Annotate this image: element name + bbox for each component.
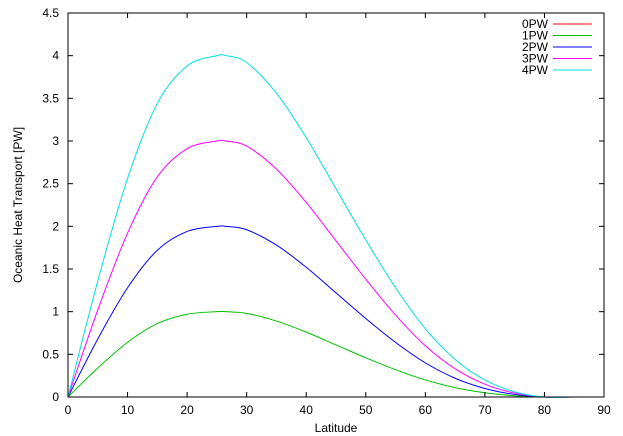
series-line-3pw: [67, 139, 604, 398]
legend-label-4pw: 4PW: [522, 63, 549, 77]
x-axis-label: Latitude: [315, 421, 358, 435]
y-tick-label: 1.5: [42, 262, 59, 276]
plot-frame: [67, 12, 605, 398]
legend-label-0pw: 0PW: [522, 17, 549, 31]
y-tick-label: 4: [52, 49, 59, 63]
y-tick-label: 2: [52, 219, 59, 233]
x-tick-label: 60: [419, 403, 433, 417]
y-tick-label: 3.5: [42, 91, 59, 105]
x-tick-label: 20: [180, 403, 194, 417]
legend-label-1pw: 1PW: [522, 29, 549, 43]
x-tick-label: 10: [121, 403, 135, 417]
x-tick-label: 40: [300, 403, 314, 417]
y-tick-label: 4.5: [42, 6, 59, 20]
legend-label-2pw: 2PW: [522, 40, 549, 54]
y-tick-label: 0.5: [42, 347, 59, 361]
x-tick-label: 70: [478, 403, 492, 417]
x-tick-label: 0: [65, 403, 72, 417]
legend-label-3pw: 3PW: [522, 52, 549, 66]
x-tick-label: 90: [597, 403, 611, 417]
y-tick-label: 0: [52, 390, 59, 404]
series-line-2pw: [67, 225, 604, 398]
y-tick-label: 1: [52, 305, 59, 319]
series-line-4pw: [67, 54, 604, 398]
y-tick-label: 2.5: [42, 177, 59, 191]
ticks-layer: 0 10 20 30 40 50 60 70 80 90 0 0.5 1 1.5 2 2.5 3 3.5 4 4.5: [42, 6, 611, 417]
y-tick-label: 3: [52, 134, 59, 148]
x-tick-label: 50: [359, 403, 373, 417]
series-line-1pw: [67, 310, 604, 398]
y-axis-label: Oceanic Heat Transport [PW]: [11, 127, 25, 283]
x-tick-label: 80: [538, 403, 552, 417]
x-tick-label: 30: [240, 403, 254, 417]
